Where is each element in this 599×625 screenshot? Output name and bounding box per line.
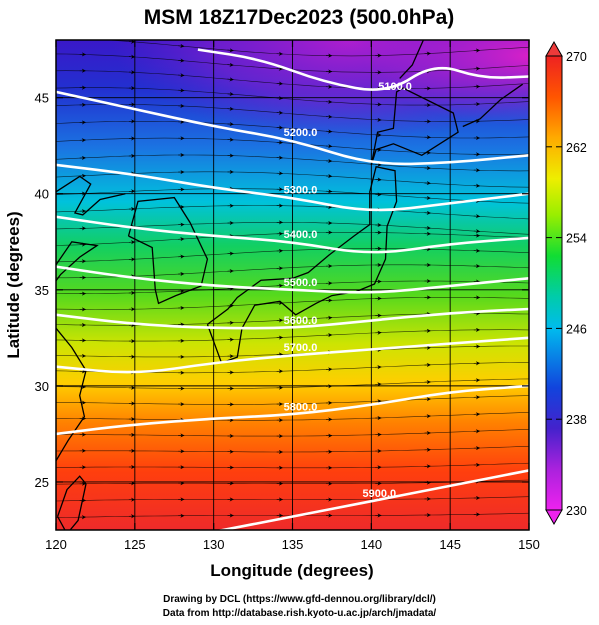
contour-label: 5600.0	[284, 315, 318, 327]
x-tick-label: 145	[439, 537, 461, 552]
x-axis-label: Longitude (degrees)	[210, 561, 373, 580]
coastline	[206, 166, 398, 364]
colorbar-tick-label: 230	[566, 504, 587, 518]
coastline	[127, 196, 209, 305]
x-tick-label: 125	[124, 537, 146, 552]
x-tick-label: 130	[203, 537, 225, 552]
coastline	[399, 40, 424, 79]
coastline	[56, 475, 87, 530]
contour-label: 5100.0	[378, 81, 412, 93]
wind-arrow	[375, 162, 382, 167]
wind-arrow	[227, 91, 234, 97]
credit-data: Data from http://database.rish.kyoto-u.a…	[162, 608, 437, 619]
height-contours: 5100.0 5200.0 5300.0 5400.0 5500.0 5600.0 5700…	[56, 48, 529, 530]
x-tick-label: 135	[282, 537, 304, 552]
coastline	[462, 83, 524, 128]
contour-label: 5700.0	[284, 342, 318, 354]
contour-line	[56, 384, 529, 436]
contour-label: 5400.0	[284, 229, 318, 241]
x-tick-label: 120	[45, 537, 67, 552]
contour-line	[56, 90, 529, 166]
y-tick-label: 30	[35, 379, 49, 394]
x-tick-label: 150	[518, 537, 540, 552]
contour-line	[56, 307, 529, 330]
colorbar-tick-label: 262	[566, 141, 587, 155]
coastline	[56, 241, 99, 462]
wind-arrow	[325, 129, 333, 134]
contour-label: 5900.0	[362, 488, 396, 500]
y-axis-label: Latitude (degrees)	[4, 211, 23, 358]
wind-arrow	[227, 48, 234, 53]
contour-label: 5800.0	[284, 402, 318, 414]
colorbar: 230 238 246 254 262 270	[545, 40, 587, 526]
credit-drawing: Drawing by DCL (https://www.gfd-dennou.o…	[163, 594, 436, 605]
wind-arrow	[325, 114, 333, 119]
contour-line	[56, 265, 529, 294]
colorbar-gradient	[545, 55, 563, 511]
coastline	[56, 175, 126, 216]
wind-arrow	[227, 77, 234, 82]
chart-title: MSM 18Z17Dec2023 (500.0hPa)	[144, 6, 455, 29]
contour-label: 5500.0	[284, 277, 318, 289]
colorbar-tick-label: 238	[566, 413, 587, 427]
wind-arrow	[178, 43, 185, 49]
coastlines	[56, 40, 524, 530]
contour-line	[56, 215, 529, 254]
x-tick-label: 140	[360, 537, 382, 552]
y-tick-label: 35	[35, 283, 49, 298]
colorbar-tick-label: 270	[566, 50, 587, 64]
colorbar-ticks: 230 238 246 254 262 270	[546, 50, 587, 518]
wind-arrow	[227, 62, 234, 67]
wind-arrow	[375, 177, 382, 182]
x-axis: 120 125 130 135 140 145 150	[45, 40, 540, 552]
y-tick-label: 40	[35, 187, 49, 202]
y-tick-label: 25	[35, 475, 49, 490]
contour-line	[56, 163, 529, 212]
wind-arrow	[178, 58, 185, 63]
y-axis: 25 30 35 40 45	[35, 91, 529, 490]
colorbar-top-triangle	[545, 40, 563, 57]
y-tick-label: 45	[35, 91, 49, 106]
wind-arrow	[276, 125, 284, 130]
colorbar-tick-label: 246	[566, 322, 587, 336]
plot-area: 5100.0 5200.0 5300.0 5400.0 5500.0 5600.0 5700…	[56, 40, 529, 530]
colorbar-tick-label: 254	[566, 232, 587, 246]
colorbar-bottom-triangle	[545, 509, 563, 526]
contour-line	[197, 48, 529, 91]
contour-line	[56, 336, 529, 374]
coastline	[370, 87, 459, 166]
contour-label: 5300.0	[284, 185, 318, 197]
wind-arrow	[276, 81, 284, 86]
contour-line	[216, 469, 529, 530]
contour-label: 5200.0	[284, 127, 318, 139]
